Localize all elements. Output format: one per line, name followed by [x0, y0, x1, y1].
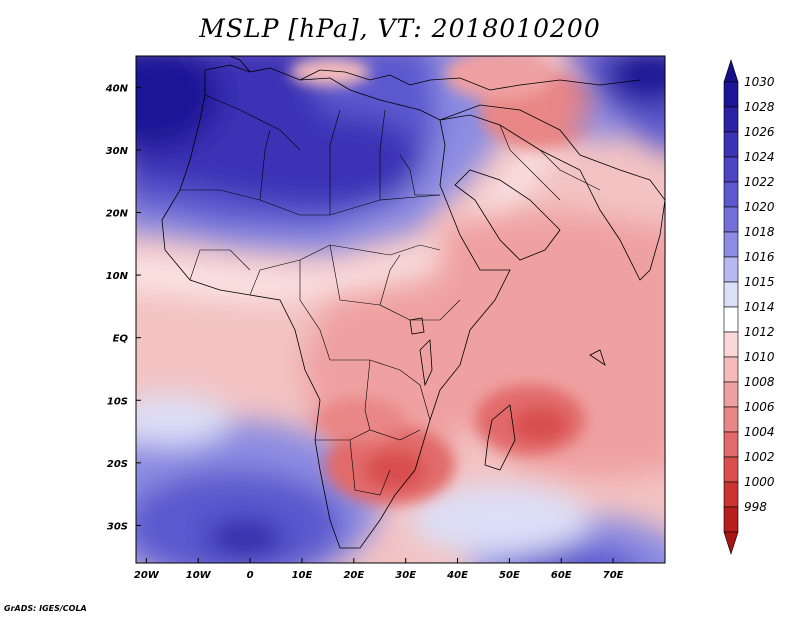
axis-ticks: 20W 10W 0 10E 20E 30E 40E 50E 60E 70E 40N 30N 20N 10N… [105, 83, 624, 581]
pressure-field [136, 56, 665, 563]
colorbar-label: 1024 [744, 150, 775, 164]
map-frame [135, 55, 666, 564]
lon-tick-label: 20W [134, 570, 160, 581]
colorbar-label: 1026 [744, 125, 775, 139]
colorbar-label: 1010 [744, 350, 775, 364]
colorbar-swatch [723, 181, 739, 208]
colorbar-label: 1000 [744, 475, 775, 489]
colorbar-label: 1008 [744, 375, 775, 389]
colorbar-swatch [723, 81, 739, 108]
lon-tick-label: 30E [395, 570, 416, 581]
lon-tick-label: 10W [186, 570, 212, 581]
colorbar-label: 1014 [744, 300, 775, 314]
colorbar-min-arrow [723, 531, 739, 555]
colorbar-label: 1012 [744, 325, 775, 339]
colorbar-swatch [723, 281, 739, 308]
colorbar-swatch [723, 381, 739, 408]
colorbar-swatch [723, 106, 739, 133]
colorbar-swatch [723, 206, 739, 233]
colorbar-swatch [723, 356, 739, 383]
coastlines [161, 56, 665, 549]
colorbar-swatch [723, 331, 739, 358]
lon-tick-label: 0 [247, 570, 254, 581]
lat-tick-label: EQ [113, 334, 129, 345]
lat-tick-label: 20S [107, 459, 128, 470]
lat-tick-label: 30N [106, 146, 129, 157]
colorbar-swatch [723, 481, 739, 508]
lat-tick-label: 10N [106, 271, 129, 282]
grads-credit: GrADS: IGES/COLA [4, 604, 87, 613]
lon-tick-label: 60E [551, 570, 572, 581]
colorbar-swatch [723, 131, 739, 158]
lat-tick-label: 30S [107, 521, 128, 532]
colorbar-swatch [723, 231, 739, 258]
lon-tick-label: 20E [343, 570, 364, 581]
colorbar: 1030 1028 1026 1024 1022 1020 1018 1016 1015 1014… [723, 59, 775, 555]
colorbar-swatch [723, 456, 739, 483]
colorbar-label: 1006 [744, 400, 775, 414]
colorbar-swatch [723, 431, 739, 458]
colorbar-label: 1002 [744, 450, 775, 464]
lon-tick-label: 10E [292, 570, 313, 581]
lat-tick-label: 20N [106, 208, 129, 219]
colorbar-label: 1018 [744, 225, 775, 239]
colorbar-swatch [723, 256, 739, 283]
country-borders [180, 94, 601, 496]
colorbar-swatch [723, 306, 739, 333]
lon-tick-label: 40E [446, 570, 468, 581]
lon-tick-label: 70E [603, 570, 624, 581]
colorbar-label: 998 [744, 500, 767, 514]
colorbar-label: 1030 [744, 75, 775, 89]
lat-tick-label: 40N [105, 83, 129, 94]
colorbar-max-arrow [723, 59, 739, 83]
lon-tick-label: 50E [499, 570, 520, 581]
colorbar-label: 1015 [744, 275, 775, 289]
colorbar-label: 1004 [744, 425, 775, 439]
colorbar-label: 1022 [744, 175, 775, 189]
colorbar-label: 1028 [744, 100, 775, 114]
colorbar-swatch [723, 156, 739, 183]
colorbar-label: 1020 [744, 200, 775, 214]
map-title: MSLP [hPa], VT: 2018010200 [199, 14, 601, 43]
colorbar-swatch [723, 506, 739, 533]
lat-tick-label: 10S [107, 396, 128, 407]
colorbar-swatch [723, 406, 739, 433]
colorbar-label: 1016 [744, 250, 775, 264]
